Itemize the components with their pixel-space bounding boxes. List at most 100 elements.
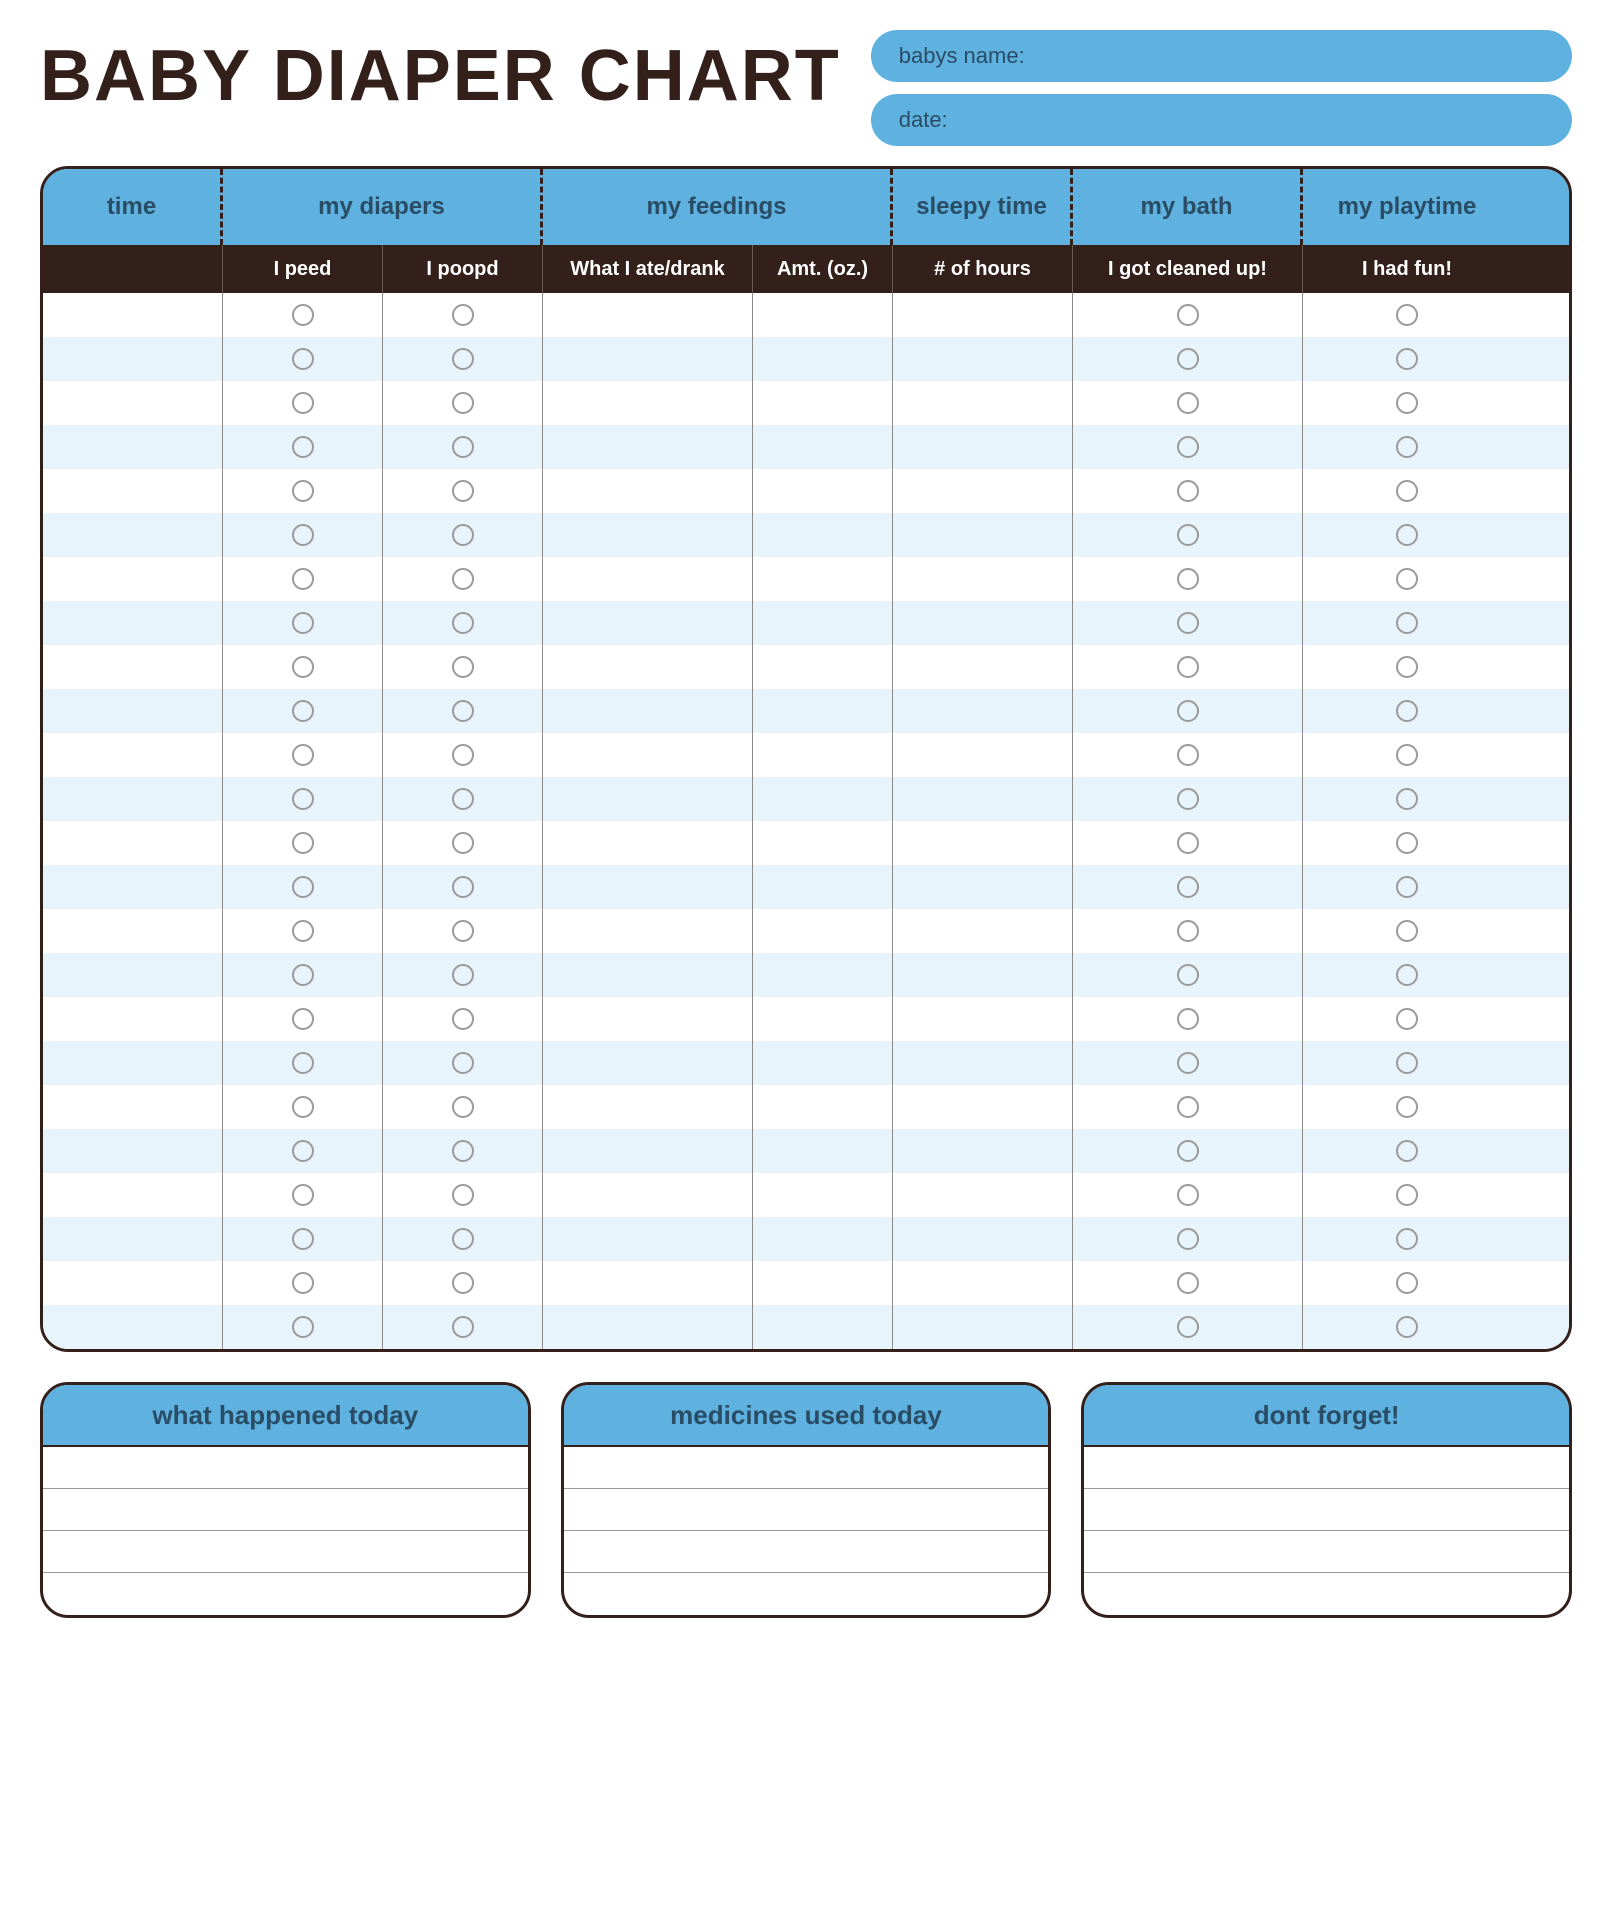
cell-amt[interactable] [753,909,893,953]
checkbox-circle[interactable] [452,1316,474,1338]
cell-poopd[interactable] [383,1173,543,1217]
checkbox-circle[interactable] [292,788,314,810]
cell-time[interactable] [43,777,223,821]
cell-peed[interactable] [223,733,383,777]
checkbox-circle[interactable] [1396,1228,1418,1250]
checkbox-circle[interactable] [1396,436,1418,458]
cell-hours[interactable] [893,513,1073,557]
checkbox-circle[interactable] [292,348,314,370]
checkbox-circle[interactable] [1396,700,1418,722]
cell-poopd[interactable] [383,1041,543,1085]
cell-play[interactable] [1303,1041,1511,1085]
note-line[interactable] [564,1531,1049,1573]
cell-poopd[interactable] [383,337,543,381]
checkbox-circle[interactable] [452,392,474,414]
cell-play[interactable] [1303,1085,1511,1129]
checkbox-circle[interactable] [1177,920,1199,942]
checkbox-circle[interactable] [1177,656,1199,678]
checkbox-circle[interactable] [292,832,314,854]
cell-poopd[interactable] [383,821,543,865]
cell-play[interactable] [1303,689,1511,733]
checkbox-circle[interactable] [292,1052,314,1074]
date-pill[interactable]: date: [871,94,1572,146]
cell-ate[interactable] [543,777,753,821]
cell-time[interactable] [43,997,223,1041]
note-line[interactable] [564,1489,1049,1531]
checkbox-circle[interactable] [1177,348,1199,370]
cell-bath[interactable] [1073,909,1303,953]
cell-peed[interactable] [223,337,383,381]
cell-ate[interactable] [543,909,753,953]
cell-ate[interactable] [543,1041,753,1085]
cell-poopd[interactable] [383,689,543,733]
checkbox-circle[interactable] [452,304,474,326]
cell-bath[interactable] [1073,557,1303,601]
checkbox-circle[interactable] [452,568,474,590]
checkbox-circle[interactable] [1396,1316,1418,1338]
cell-time[interactable] [43,733,223,777]
checkbox-circle[interactable] [292,392,314,414]
note-line[interactable] [564,1447,1049,1489]
cell-amt[interactable] [753,337,893,381]
checkbox-circle[interactable] [292,700,314,722]
cell-ate[interactable] [543,1129,753,1173]
cell-time[interactable] [43,1129,223,1173]
checkbox-circle[interactable] [292,1184,314,1206]
cell-time[interactable] [43,1085,223,1129]
cell-bath[interactable] [1073,953,1303,997]
cell-amt[interactable] [753,425,893,469]
cell-poopd[interactable] [383,909,543,953]
cell-poopd[interactable] [383,1217,543,1261]
cell-play[interactable] [1303,821,1511,865]
cell-hours[interactable] [893,909,1073,953]
checkbox-circle[interactable] [1177,1052,1199,1074]
cell-hours[interactable] [893,293,1073,337]
cell-bath[interactable] [1073,601,1303,645]
cell-poopd[interactable] [383,1085,543,1129]
checkbox-circle[interactable] [292,1272,314,1294]
checkbox-circle[interactable] [1396,1008,1418,1030]
cell-play[interactable] [1303,381,1511,425]
cell-hours[interactable] [893,1041,1073,1085]
cell-time[interactable] [43,909,223,953]
cell-bath[interactable] [1073,733,1303,777]
cell-amt[interactable] [753,865,893,909]
checkbox-circle[interactable] [292,964,314,986]
cell-amt[interactable] [753,777,893,821]
cell-ate[interactable] [543,733,753,777]
cell-time[interactable] [43,1173,223,1217]
checkbox-circle[interactable] [1177,304,1199,326]
checkbox-circle[interactable] [1177,524,1199,546]
baby-name-pill[interactable]: babys name: [871,30,1572,82]
cell-play[interactable] [1303,557,1511,601]
checkbox-circle[interactable] [292,1316,314,1338]
checkbox-circle[interactable] [1396,656,1418,678]
cell-poopd[interactable] [383,381,543,425]
cell-peed[interactable] [223,821,383,865]
checkbox-circle[interactable] [292,876,314,898]
cell-amt[interactable] [753,1305,893,1349]
note-line[interactable] [43,1573,528,1615]
cell-bath[interactable] [1073,1173,1303,1217]
cell-play[interactable] [1303,1129,1511,1173]
cell-time[interactable] [43,1217,223,1261]
cell-hours[interactable] [893,601,1073,645]
cell-ate[interactable] [543,557,753,601]
checkbox-circle[interactable] [452,1228,474,1250]
cell-time[interactable] [43,337,223,381]
cell-amt[interactable] [753,1041,893,1085]
checkbox-circle[interactable] [1396,524,1418,546]
cell-peed[interactable] [223,1261,383,1305]
note-line[interactable] [1084,1573,1569,1615]
cell-bath[interactable] [1073,821,1303,865]
checkbox-circle[interactable] [292,524,314,546]
cell-hours[interactable] [893,953,1073,997]
cell-amt[interactable] [753,381,893,425]
checkbox-circle[interactable] [1177,392,1199,414]
checkbox-circle[interactable] [292,480,314,502]
cell-time[interactable] [43,425,223,469]
cell-amt[interactable] [753,469,893,513]
checkbox-circle[interactable] [1396,348,1418,370]
checkbox-circle[interactable] [452,436,474,458]
cell-peed[interactable] [223,865,383,909]
